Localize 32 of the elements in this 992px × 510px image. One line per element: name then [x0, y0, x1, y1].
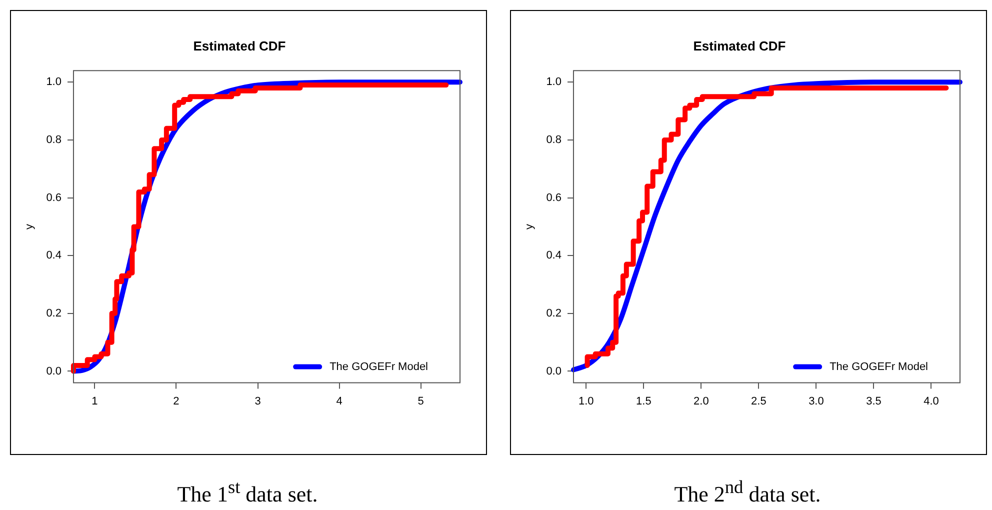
x-tick-label: 2.5	[751, 395, 766, 408]
x-tick-label: 3.5	[866, 395, 882, 408]
x-tick-label: 5	[418, 395, 424, 408]
y-tick-label: 0.6	[46, 192, 62, 204]
y-tick-label: 0.0	[46, 365, 62, 378]
y-tick-label: 0.6	[546, 192, 562, 204]
text: The 1$^{st}$ data set.	[176, 477, 319, 508]
y-axis-title: y	[24, 223, 36, 230]
y-tick-label: 0.0	[546, 365, 562, 378]
y-tick-label: 0.2	[546, 307, 562, 320]
y-tick-label: 0.2	[46, 307, 62, 320]
x-tick-label: 3	[254, 395, 261, 408]
x-tick-label: 3.0	[808, 395, 824, 408]
y-tick-label: 1.0	[546, 76, 562, 88]
text: The 2$^{nd}$ data set.	[673, 477, 822, 508]
chart-title: Estimated CDF	[693, 38, 786, 54]
y-tick-label: 0.8	[546, 134, 562, 146]
chart-title: Estimated CDF	[193, 38, 286, 54]
x-tick-label: 1.5	[636, 395, 652, 408]
x-tick-label: 2.0	[694, 395, 709, 408]
x-tick-label: 4.0	[924, 395, 939, 408]
x-tick-label: 4	[336, 395, 342, 408]
x-tick-label: 1.0	[578, 395, 594, 408]
y-tick-label: 0.4	[46, 250, 62, 262]
x-tick-label: 2	[173, 395, 180, 408]
y-axis-title: y	[524, 223, 536, 230]
legend-label: The GOGEFr Model	[330, 360, 428, 373]
x-tick-label: 1	[92, 395, 98, 408]
y-tick-label: 1.0	[46, 76, 62, 88]
y-tick-label: 0.8	[46, 134, 62, 146]
y-tick-label: 0.4	[546, 250, 562, 262]
legend-label: The GOGEFr Model	[830, 360, 928, 373]
